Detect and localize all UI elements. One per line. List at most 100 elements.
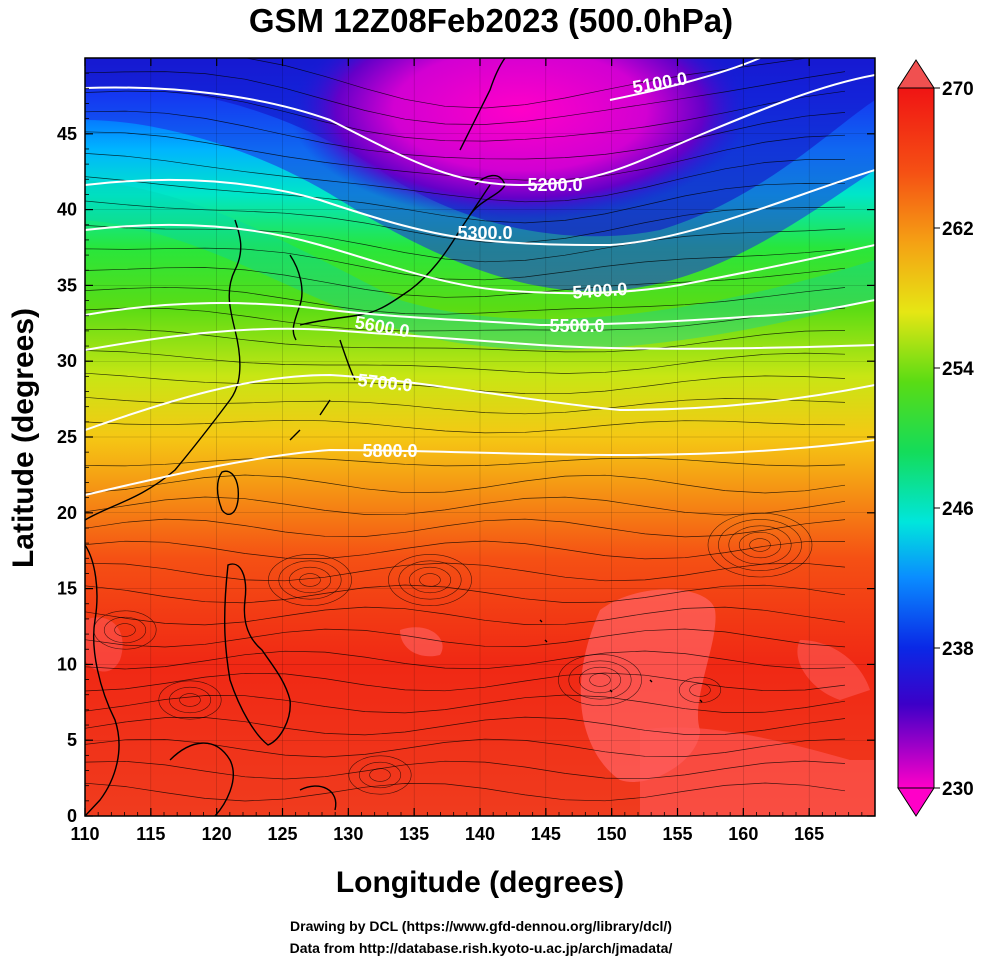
colorbar-bottom-arrow: [897, 787, 935, 817]
x-tick-label: 160: [728, 824, 758, 844]
chart-title: GSM 12Z08Feb2023 (500.0hPa): [248, 2, 734, 39]
credit-drawing: Drawing by DCL (https://www.gfd-dennou.o…: [290, 918, 672, 934]
contour-line-5600-0: [85, 327, 875, 351]
y-tick-label: 40: [57, 200, 77, 220]
streamline: [85, 474, 846, 494]
streamline: [85, 328, 846, 353]
colorbar-tick-label: 230: [942, 779, 974, 800]
circulation-swirl: [369, 768, 391, 782]
streamline: [85, 350, 846, 374]
circulation-swirl: [278, 560, 342, 600]
streamline: [85, 672, 846, 692]
credit-data: Data from http://database.rish.kyoto-u.a…: [289, 940, 673, 956]
y-tick-label: 0: [67, 806, 77, 826]
circulation-swirl: [288, 566, 332, 594]
streamline: [85, 457, 846, 467]
contour-line-5700-0: [85, 373, 875, 431]
streamline: [85, 176, 846, 224]
circulation-swirl: [408, 566, 452, 594]
colorbar-tick-label: 246: [942, 499, 974, 520]
contour-line-5300-0: [85, 169, 875, 247]
x-tick-label: 145: [531, 824, 561, 844]
streamline: [85, 628, 846, 648]
circulation-swirl: [707, 512, 813, 578]
y-tick-label: 10: [57, 654, 77, 674]
x-tick-label: 140: [465, 824, 495, 844]
colorbar-tick-label: 262: [942, 219, 974, 240]
streamline: [85, 540, 846, 560]
circulation-swirl: [388, 554, 472, 606]
circulation-swirl: [348, 755, 412, 795]
streamline: [85, 153, 846, 203]
circulation-swirl: [718, 519, 802, 571]
streamline: [85, 419, 846, 440]
contour-line-5200-0: [85, 74, 875, 187]
y-axis-label: Latitude (degrees): [7, 307, 40, 569]
streamline: [85, 396, 846, 418]
x-axis-ticks: 110 115 120 125 130 135 140 145 150 155 160 165: [70, 58, 876, 844]
streamline: [85, 694, 846, 714]
y-axis-ticks: 0 5 10 15 20 25 30 35 40 45: [57, 57, 875, 826]
x-tick-label: 155: [662, 824, 692, 844]
streamline: [85, 58, 810, 109]
colorbar: 270 262 254 246 238 230: [897, 59, 974, 817]
colorbar-tick-label: 270: [942, 79, 974, 100]
y-tick-label: 35: [57, 275, 77, 295]
circulation-swirl: [749, 538, 771, 552]
streamline: [85, 650, 846, 670]
streamline: [85, 200, 846, 243]
streamline: [85, 606, 846, 626]
height-contours: [85, 58, 875, 496]
wind-streamlines: [85, 58, 846, 802]
streamline: [85, 267, 846, 298]
circulation-swirl: [103, 616, 147, 644]
y-tick-label: 30: [57, 351, 77, 371]
contour-label: 5500.0: [549, 316, 604, 336]
circulation-swirl: [678, 676, 722, 704]
colorbar-tick-label: 238: [942, 639, 974, 660]
streamline: [85, 782, 846, 802]
x-tick-label: 165: [794, 824, 824, 844]
circulation-swirl: [578, 666, 622, 694]
colorbar-tick-label: 254: [942, 359, 974, 380]
x-tick-label: 130: [333, 824, 363, 844]
y-tick-label: 5: [67, 730, 77, 750]
x-tick-label: 135: [399, 824, 429, 844]
circulation-swirl: [299, 573, 321, 587]
contour-label: 5800.0: [362, 441, 417, 461]
circulation-swirl: [158, 680, 222, 720]
circulation-swirl: [419, 573, 441, 587]
streamline: [85, 71, 846, 125]
streamline: [85, 286, 846, 315]
streamline: [85, 225, 846, 263]
circulation-swirl: [728, 525, 792, 565]
circulation-swirl: [168, 686, 212, 714]
circulation-swirl: [114, 623, 136, 637]
x-tick-label: 115: [136, 824, 165, 844]
colorbar-body: [897, 87, 935, 789]
y-tick-label: 20: [57, 503, 77, 523]
x-axis-label: Longitude (degrees): [335, 866, 625, 899]
circulation-swirl: [398, 560, 462, 600]
colorbar-ticks: 270 262 254 246 238 230: [934, 79, 974, 800]
x-tick-label: 120: [202, 824, 232, 844]
streamline: [85, 247, 846, 281]
y-tick-label: 45: [57, 124, 77, 144]
streamline: [85, 760, 846, 780]
y-tick-label: 15: [57, 579, 77, 599]
circulation-swirl: [689, 683, 711, 697]
streamline: [85, 584, 846, 604]
streamline: [85, 496, 846, 516]
contour-line-5400-0: [85, 224, 875, 295]
x-tick-label: 150: [597, 824, 627, 844]
streamline: [85, 131, 846, 181]
streamline: [85, 110, 846, 160]
contour-label: 5200.0: [527, 175, 582, 195]
circulation-swirl: [738, 531, 782, 559]
temperature-field: [85, 58, 875, 816]
colorbar-top-arrow: [897, 59, 935, 89]
circulation-swirl: [589, 673, 611, 687]
x-tick-label: 110: [70, 824, 99, 844]
contour-line-5500-0: [85, 299, 875, 327]
